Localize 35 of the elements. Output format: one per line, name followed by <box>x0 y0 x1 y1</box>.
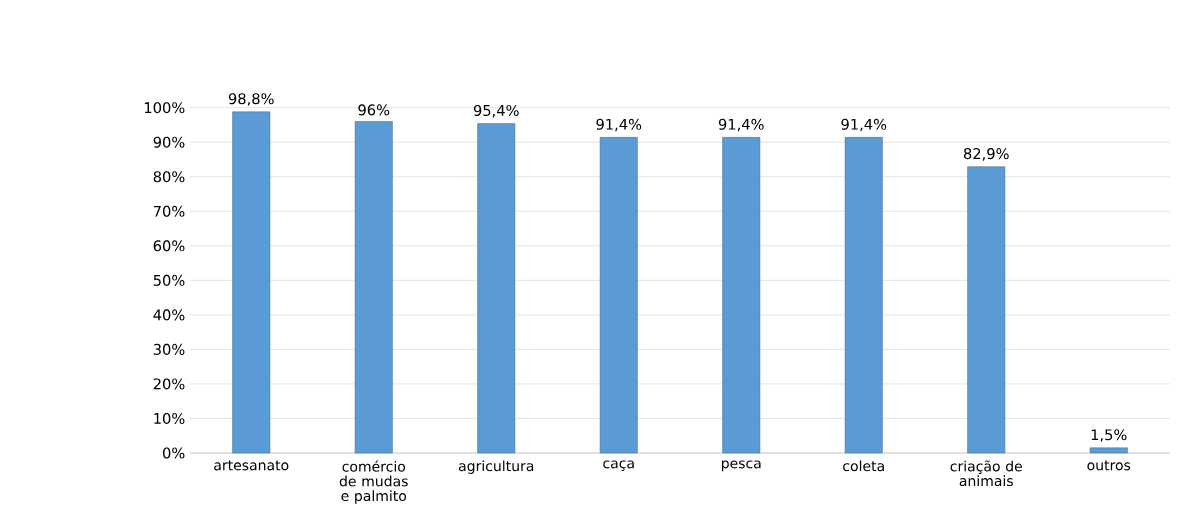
x-tick-label: agricultura <box>458 460 534 474</box>
bar <box>722 137 761 454</box>
data-label: 98,8% <box>228 93 274 106</box>
bar <box>967 166 1006 454</box>
y-tick-label: 20% <box>153 378 185 390</box>
y-tick-label: 30% <box>153 343 185 355</box>
y-tick-label: 70% <box>153 205 185 217</box>
data-label: 82,9% <box>963 148 1009 161</box>
y-tick-label: 0% <box>162 447 185 459</box>
y-tick-label: 90% <box>153 136 185 148</box>
x-tick-label: caça <box>603 460 634 471</box>
data-label: 91,4% <box>596 118 642 132</box>
bar <box>844 137 883 454</box>
y-tick-label: 40% <box>153 309 185 321</box>
data-label: 1,5% <box>1091 429 1127 442</box>
data-label: 95,4% <box>473 104 519 118</box>
y-tick-label: 10% <box>154 412 185 425</box>
y-tick-label: 80% <box>153 171 185 183</box>
x-tick-label: pesca <box>721 460 761 472</box>
bar <box>354 121 393 454</box>
bar <box>599 137 638 454</box>
y-tick-label: 60% <box>153 240 185 252</box>
data-label: 96% <box>358 104 390 116</box>
x-tick-label: artesanato <box>214 460 289 471</box>
bar <box>477 123 516 454</box>
x-tick-label: coleta <box>843 460 884 472</box>
x-tick-label: outros <box>1087 460 1131 471</box>
data-label: 91,4% <box>841 118 887 132</box>
y-tick-label: 100% <box>144 102 185 114</box>
x-tick-label: comércio de mudas e palmito <box>339 460 408 504</box>
bar <box>1089 447 1128 454</box>
y-tick-label: 50% <box>153 274 185 286</box>
bar <box>232 111 271 454</box>
x-tick-label: criação de animais <box>950 460 1022 487</box>
data-label: 91,4% <box>718 118 764 132</box>
